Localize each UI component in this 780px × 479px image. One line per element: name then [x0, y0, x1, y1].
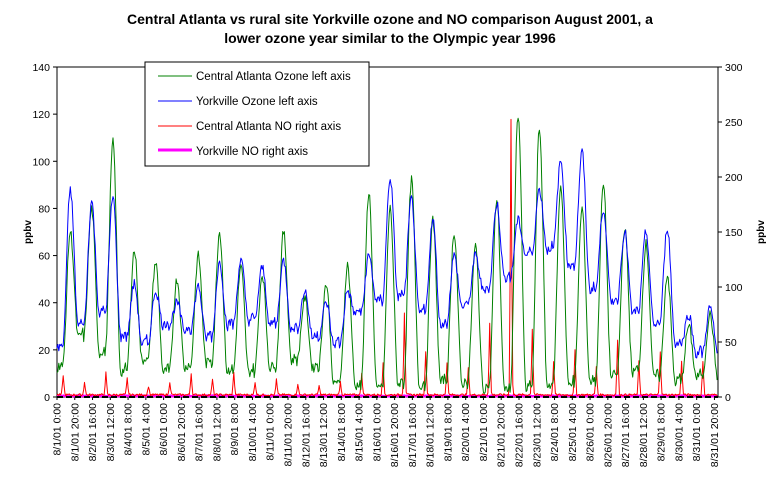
x-tick-label: 8/16/01 0:00 [371, 403, 383, 462]
x-tick-label: 8/18/01 12:00 [425, 403, 437, 467]
series-layer [56, 117, 718, 398]
legend-label-central-ozone: Central Atlanta Ozone left axis [196, 71, 351, 83]
left-axis: 0 20 40 60 80 100 120 140 [32, 62, 57, 404]
left-tick-label: 60 [38, 251, 50, 263]
x-tick-label: 8/3/01 12:00 [105, 403, 117, 462]
x-tick-label: 8/4/01 8:00 [123, 403, 135, 456]
series-line-central-ozone [56, 117, 718, 394]
x-tick-label: 8/24/01 8:00 [549, 403, 561, 462]
left-tick-label: 100 [32, 156, 50, 168]
x-tick-label: 8/26/01 0:00 [585, 403, 597, 462]
x-tick-label: 8/6/01 20:00 [176, 403, 188, 462]
left-tick-label: 80 [38, 203, 50, 215]
x-tick-label: 8/7/01 16:00 [194, 403, 206, 462]
left-tick-label: 40 [38, 298, 50, 310]
x-tick-label: 8/13/01 12:00 [318, 403, 330, 467]
x-tick-label: 8/21/01 0:00 [478, 403, 490, 462]
x-tick-label: 8/22/01 16:00 [513, 403, 525, 467]
right-tick-label: 200 [725, 172, 743, 184]
legend-label-yorkville-no: Yorkville NO right axis [196, 146, 308, 158]
y-axis-label-left: ppbv [23, 220, 34, 244]
left-tick-label: 120 [32, 109, 50, 121]
right-tick-label: 250 [725, 117, 743, 129]
right-tick-label: 300 [725, 62, 743, 74]
x-tick-label: 8/10/01 4:00 [247, 403, 259, 462]
x-tick-label: 8/26/01 20:00 [602, 403, 614, 467]
series-line-yorkville-ozone [56, 148, 718, 359]
right-tick-label: 50 [725, 337, 737, 349]
x-tick-label: 8/1/01 20:00 [69, 403, 81, 462]
x-tick-label: 8/8/01 12:00 [211, 403, 223, 462]
x-tick-label: 8/19/01 8:00 [442, 403, 454, 462]
legend-label-yorkville-ozone: Yorkville Ozone left axis [196, 96, 318, 108]
x-tick-label: 8/6/01 0:00 [158, 403, 170, 456]
series-line-central-no [56, 118, 718, 397]
x-tick-label: 8/27/01 16:00 [620, 403, 632, 467]
x-tick-label: 8/1/01 0:00 [52, 403, 64, 456]
x-tick-label: 8/20/01 4:00 [460, 403, 472, 462]
y-axis-label-right: ppbv [756, 220, 767, 244]
x-tick-label: 8/15/01 4:00 [354, 403, 366, 462]
x-tick-label: 8/17/01 16:00 [407, 403, 419, 467]
x-tick-label: 8/21/01 20:00 [496, 403, 508, 467]
right-tick-label: 0 [725, 392, 731, 404]
x-tick-label: 8/28/01 12:00 [638, 403, 650, 467]
x-tick-label: 8/31/01 20:00 [709, 403, 721, 467]
chart-title-line-1: Central Atlanta vs rural site Yorkville … [127, 11, 653, 27]
left-tick-label: 20 [38, 345, 50, 357]
left-tick-label: 0 [44, 392, 50, 404]
x-tick-label: 8/5/01 4:00 [140, 403, 152, 456]
x-tick-label: 8/31/01 0:00 [691, 403, 703, 462]
right-tick-label: 150 [725, 227, 743, 239]
right-tick-label: 100 [725, 282, 743, 294]
chart-title-line-2: lower ozone year similar to the Olympic … [224, 30, 556, 46]
left-tick-label: 140 [32, 62, 50, 74]
x-tick-label: 8/29/01 8:00 [656, 403, 668, 462]
x-tick-label: 8/11/01 20:00 [282, 403, 294, 467]
x-axis: 8/1/01 0:00 8/1/01 20:00 8/2/01 16:00 8/3/0… [52, 397, 721, 467]
right-axis: 0 50 100 150 200 250 300 [718, 62, 743, 404]
x-tick-label: 8/16/01 20:00 [389, 403, 401, 467]
x-tick-label: 8/11/01 0:00 [265, 403, 277, 461]
legend: Central Atlanta Ozone left axis Yorkvill… [144, 61, 370, 167]
x-tick-label: 8/9/01 8:00 [229, 403, 241, 456]
x-tick-label: 8/23/01 12:00 [531, 403, 543, 467]
x-tick-label: 8/14/01 8:00 [336, 403, 348, 462]
x-tick-label: 8/2/01 16:00 [87, 403, 99, 462]
x-tick-label: 8/30/01 4:00 [673, 403, 685, 462]
legend-label-central-no: Central Atlanta NO right axis [196, 121, 341, 133]
x-tick-label: 8/25/01 4:00 [567, 403, 579, 462]
x-tick-label: 8/12/01 16:00 [300, 403, 312, 467]
